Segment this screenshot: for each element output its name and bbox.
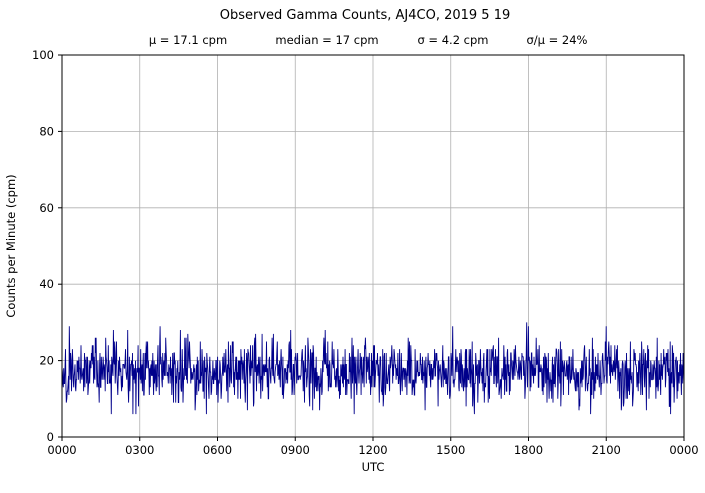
x-tick-label: 0300 [125,443,154,457]
tick-labels: 0 20 40 60 80 100 0000 0300 0600 0900 1200 1500 1800… [32,48,699,457]
x-tick-label: 2100 [592,443,621,457]
x-tick-label: 1500 [436,443,465,457]
x-tick-label: 0000 [47,443,76,457]
stat-mean: μ = 17.1 cpm [149,33,227,47]
y-tick-label: 60 [39,201,54,215]
data-series [61,322,685,415]
stat-median: median = 17 cpm [275,33,378,47]
y-tick-label: 0 [47,430,54,444]
stat-sigma: σ = 4.2 cpm [417,33,488,47]
x-tick-label: 1200 [358,443,387,457]
x-tick-label: 0900 [281,443,310,457]
gridlines [62,55,684,437]
x-axis-label: UTC [362,460,385,474]
y-axis-label: Counts per Minute (cpm) [4,174,18,317]
y-tick-label: 80 [39,124,54,138]
chart-title: Observed Gamma Counts, AJ4CO, 2019 5 19 [220,8,511,23]
y-tick-label: 100 [32,48,54,62]
y-tick-label: 40 [39,277,54,291]
x-tick-label: 0000 [669,443,698,457]
stat-sigma-over-mean: σ/μ = 24% [527,33,588,47]
y-tick-label: 20 [39,354,54,368]
x-tick-label: 0600 [203,443,232,457]
x-tick-label: 1800 [514,443,543,457]
axis-ticks [58,54,685,441]
gamma-counts-line [61,322,685,415]
